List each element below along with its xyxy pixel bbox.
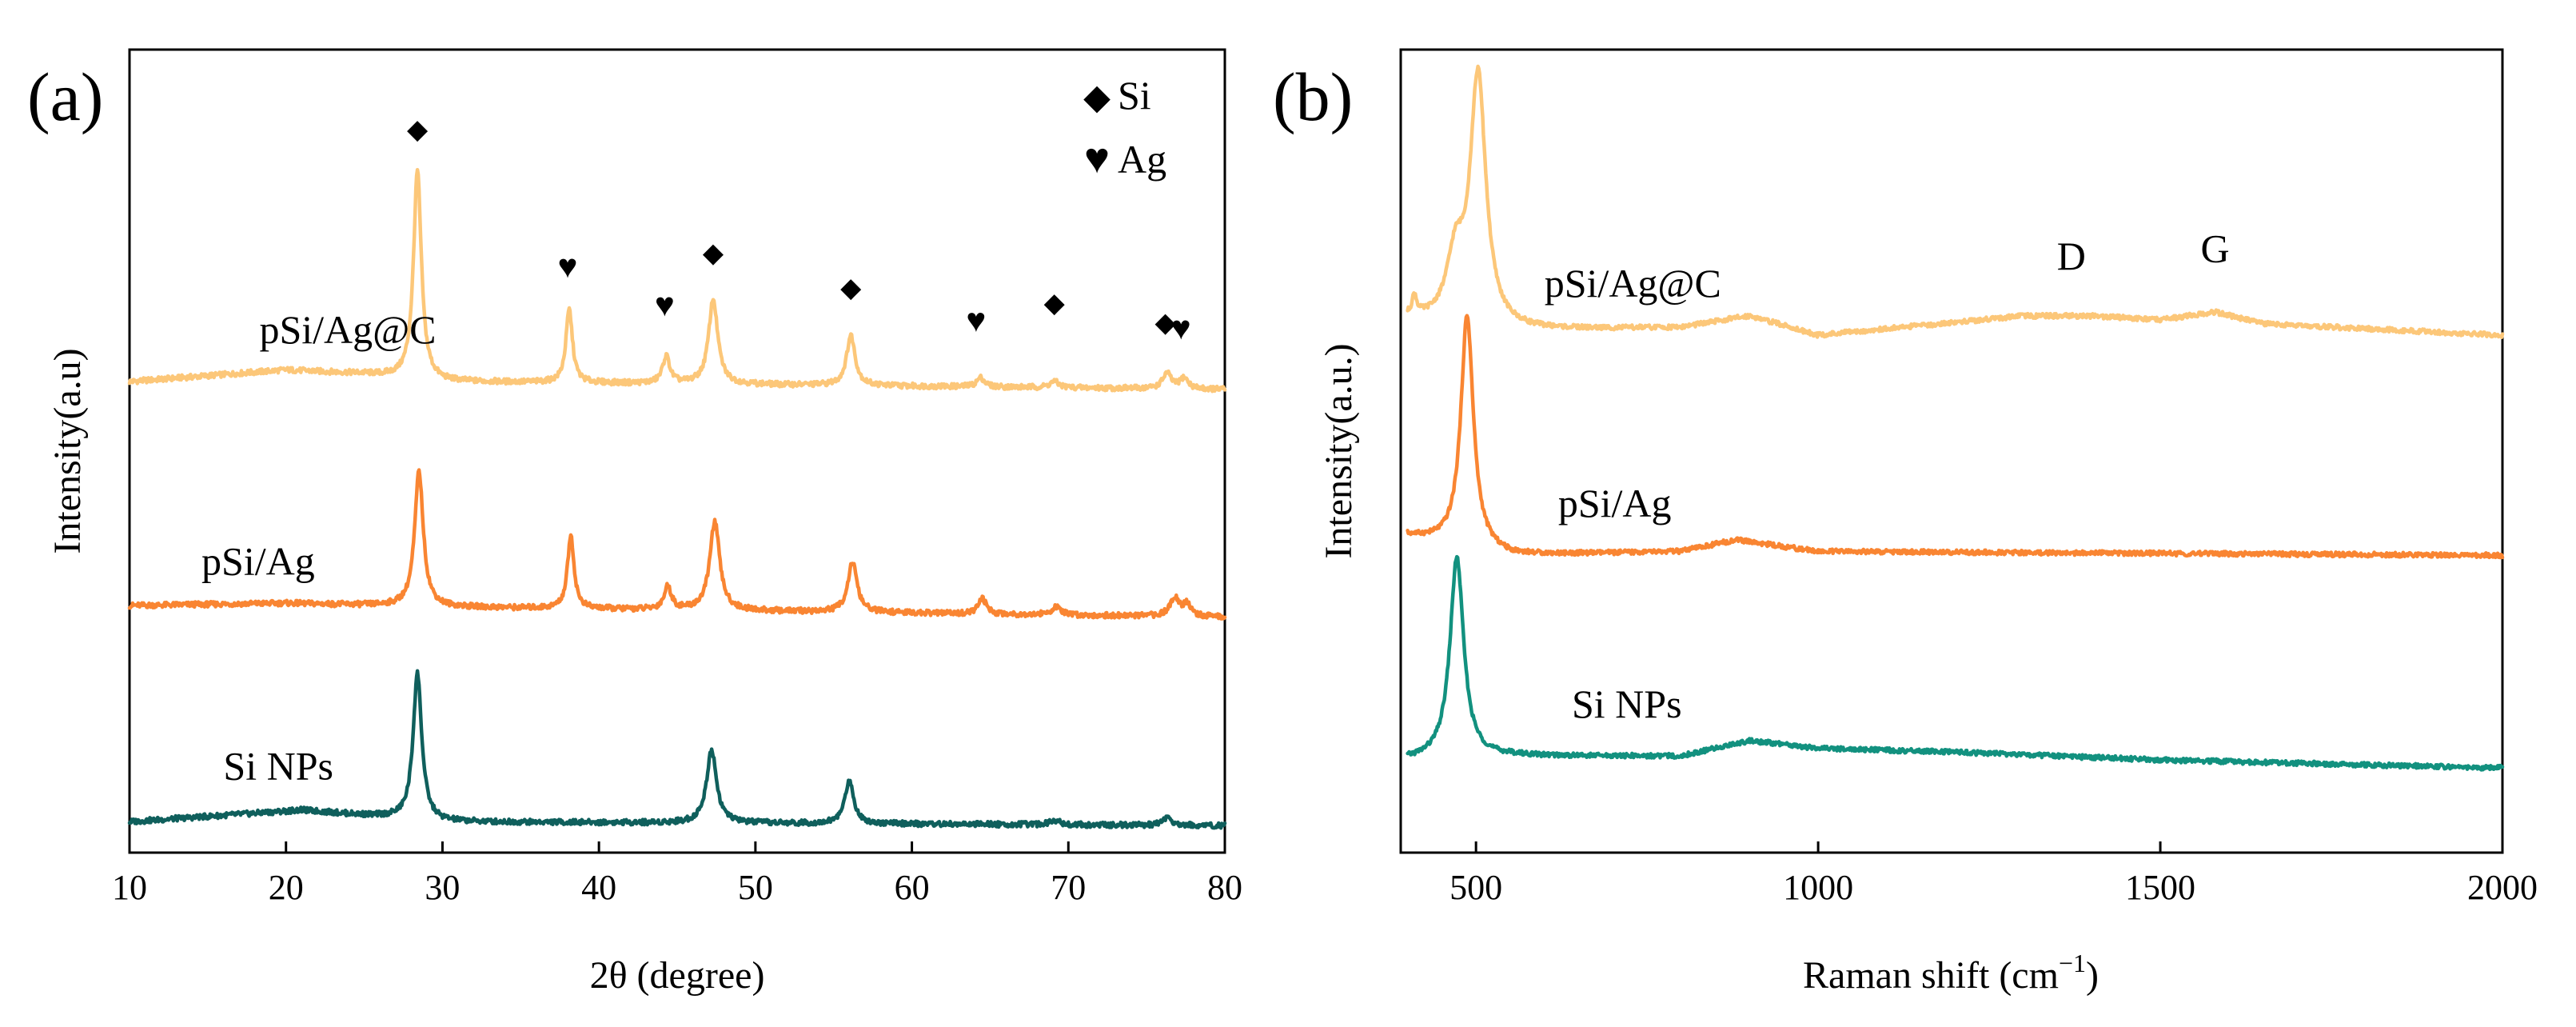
si-peak-marker: ◆ (407, 115, 429, 145)
series-line-si-nps (127, 669, 1227, 830)
x-tick-label: 500 (1449, 868, 1502, 907)
series-label-si-nps: Si NPs (1572, 681, 1682, 726)
series-line-psi-ag-c (1406, 64, 2505, 340)
panel-a-x-axis-label: 2θ (degree) (590, 954, 765, 997)
panel-a-series (127, 167, 1227, 830)
x-tick-label: 50 (738, 868, 773, 907)
x-tick-label: 30 (425, 868, 460, 907)
x-tick-label: 60 (895, 868, 930, 907)
x-tick-label: 40 (581, 868, 616, 907)
series-label-psi-ag: pSi/Ag (1558, 481, 1672, 525)
x-axis-label-superscript: −1 (2059, 949, 2086, 977)
panel-a-plot-frame (128, 48, 1226, 854)
ag-peak-marker: ♥ (1171, 310, 1191, 347)
d-band-label: D (2057, 234, 2086, 278)
series-line-psi-ag (1406, 314, 2505, 560)
x-tick-label: 1500 (2125, 868, 2195, 907)
panel-a-y-axis-label: Intensity(a.u) (46, 348, 89, 553)
panel-b-series (1406, 64, 2505, 772)
series-label-psi-ag-c: pSi/Ag@C (259, 307, 436, 352)
legend-ag-label: Ag (1118, 137, 1166, 182)
g-band-label: G (2200, 226, 2229, 270)
x-axis-label-end: ) (2086, 954, 2099, 997)
panel-b-x-axis-label: Raman shift (cm−1) (1803, 949, 2099, 997)
panel-a-x-tick-labels: 10 20 30 40 50 60 70 80 (112, 868, 1242, 907)
panel-b-x-tick-labels: 500 1000 1500 2000 (1449, 868, 2538, 907)
panel-a-legend: ◆ Si ♥ Ag (1083, 73, 1166, 182)
series-line-si-nps (1406, 554, 2505, 772)
series-line-psi-ag (127, 468, 1227, 621)
ag-peak-marker: ♥ (558, 249, 578, 286)
panel-b-plot-frame (1399, 48, 2504, 854)
panel-a-xrd: (a) 10 20 30 40 50 60 70 80 2θ (degree) … (27, 48, 1242, 997)
legend-ag-marker: ♥ (1084, 134, 1110, 182)
panel-a-x-ticks (128, 841, 1226, 853)
x-tick-label: 20 (269, 868, 304, 907)
legend-si-label: Si (1118, 73, 1151, 118)
legend-si-marker: ◆ (1083, 78, 1111, 117)
panel-a-peak-markers: ◆ ♥ ♥ ◆ ◆ ♥ ◆ ◆ ♥ (407, 115, 1191, 347)
x-tick-label: 80 (1207, 868, 1242, 907)
si-peak-marker: ◆ (1044, 289, 1066, 318)
si-peak-marker: ◆ (1155, 308, 1177, 338)
series-line-psi-ag-c (127, 167, 1227, 394)
x-tick-label: 70 (1051, 868, 1086, 907)
ag-peak-marker: ♥ (655, 287, 675, 324)
ag-peak-marker: ♥ (966, 302, 986, 339)
si-peak-marker: ◆ (840, 274, 862, 303)
panel-a-label: (a) (27, 58, 103, 135)
x-tick-label: 10 (112, 868, 147, 907)
series-label-si-nps: Si NPs (223, 743, 333, 788)
panel-b-x-ticks (1474, 841, 2504, 853)
panel-b-raman: (b) 500 1000 1500 2000 Raman shift (cm−1… (1273, 48, 2538, 997)
panel-b-label: (b) (1273, 58, 1353, 135)
series-label-psi-ag-c: pSi/Ag@C (1545, 261, 1721, 306)
panel-b-y-axis-label: Intensity(a.u.) (1318, 343, 1360, 558)
si-peak-marker: ◆ (703, 238, 724, 268)
series-label-psi-ag: pSi/Ag (201, 538, 315, 583)
x-tick-label: 1000 (1783, 868, 1853, 907)
x-tick-label: 2000 (2467, 868, 2538, 907)
x-axis-label-main: Raman shift (cm (1803, 954, 2059, 997)
